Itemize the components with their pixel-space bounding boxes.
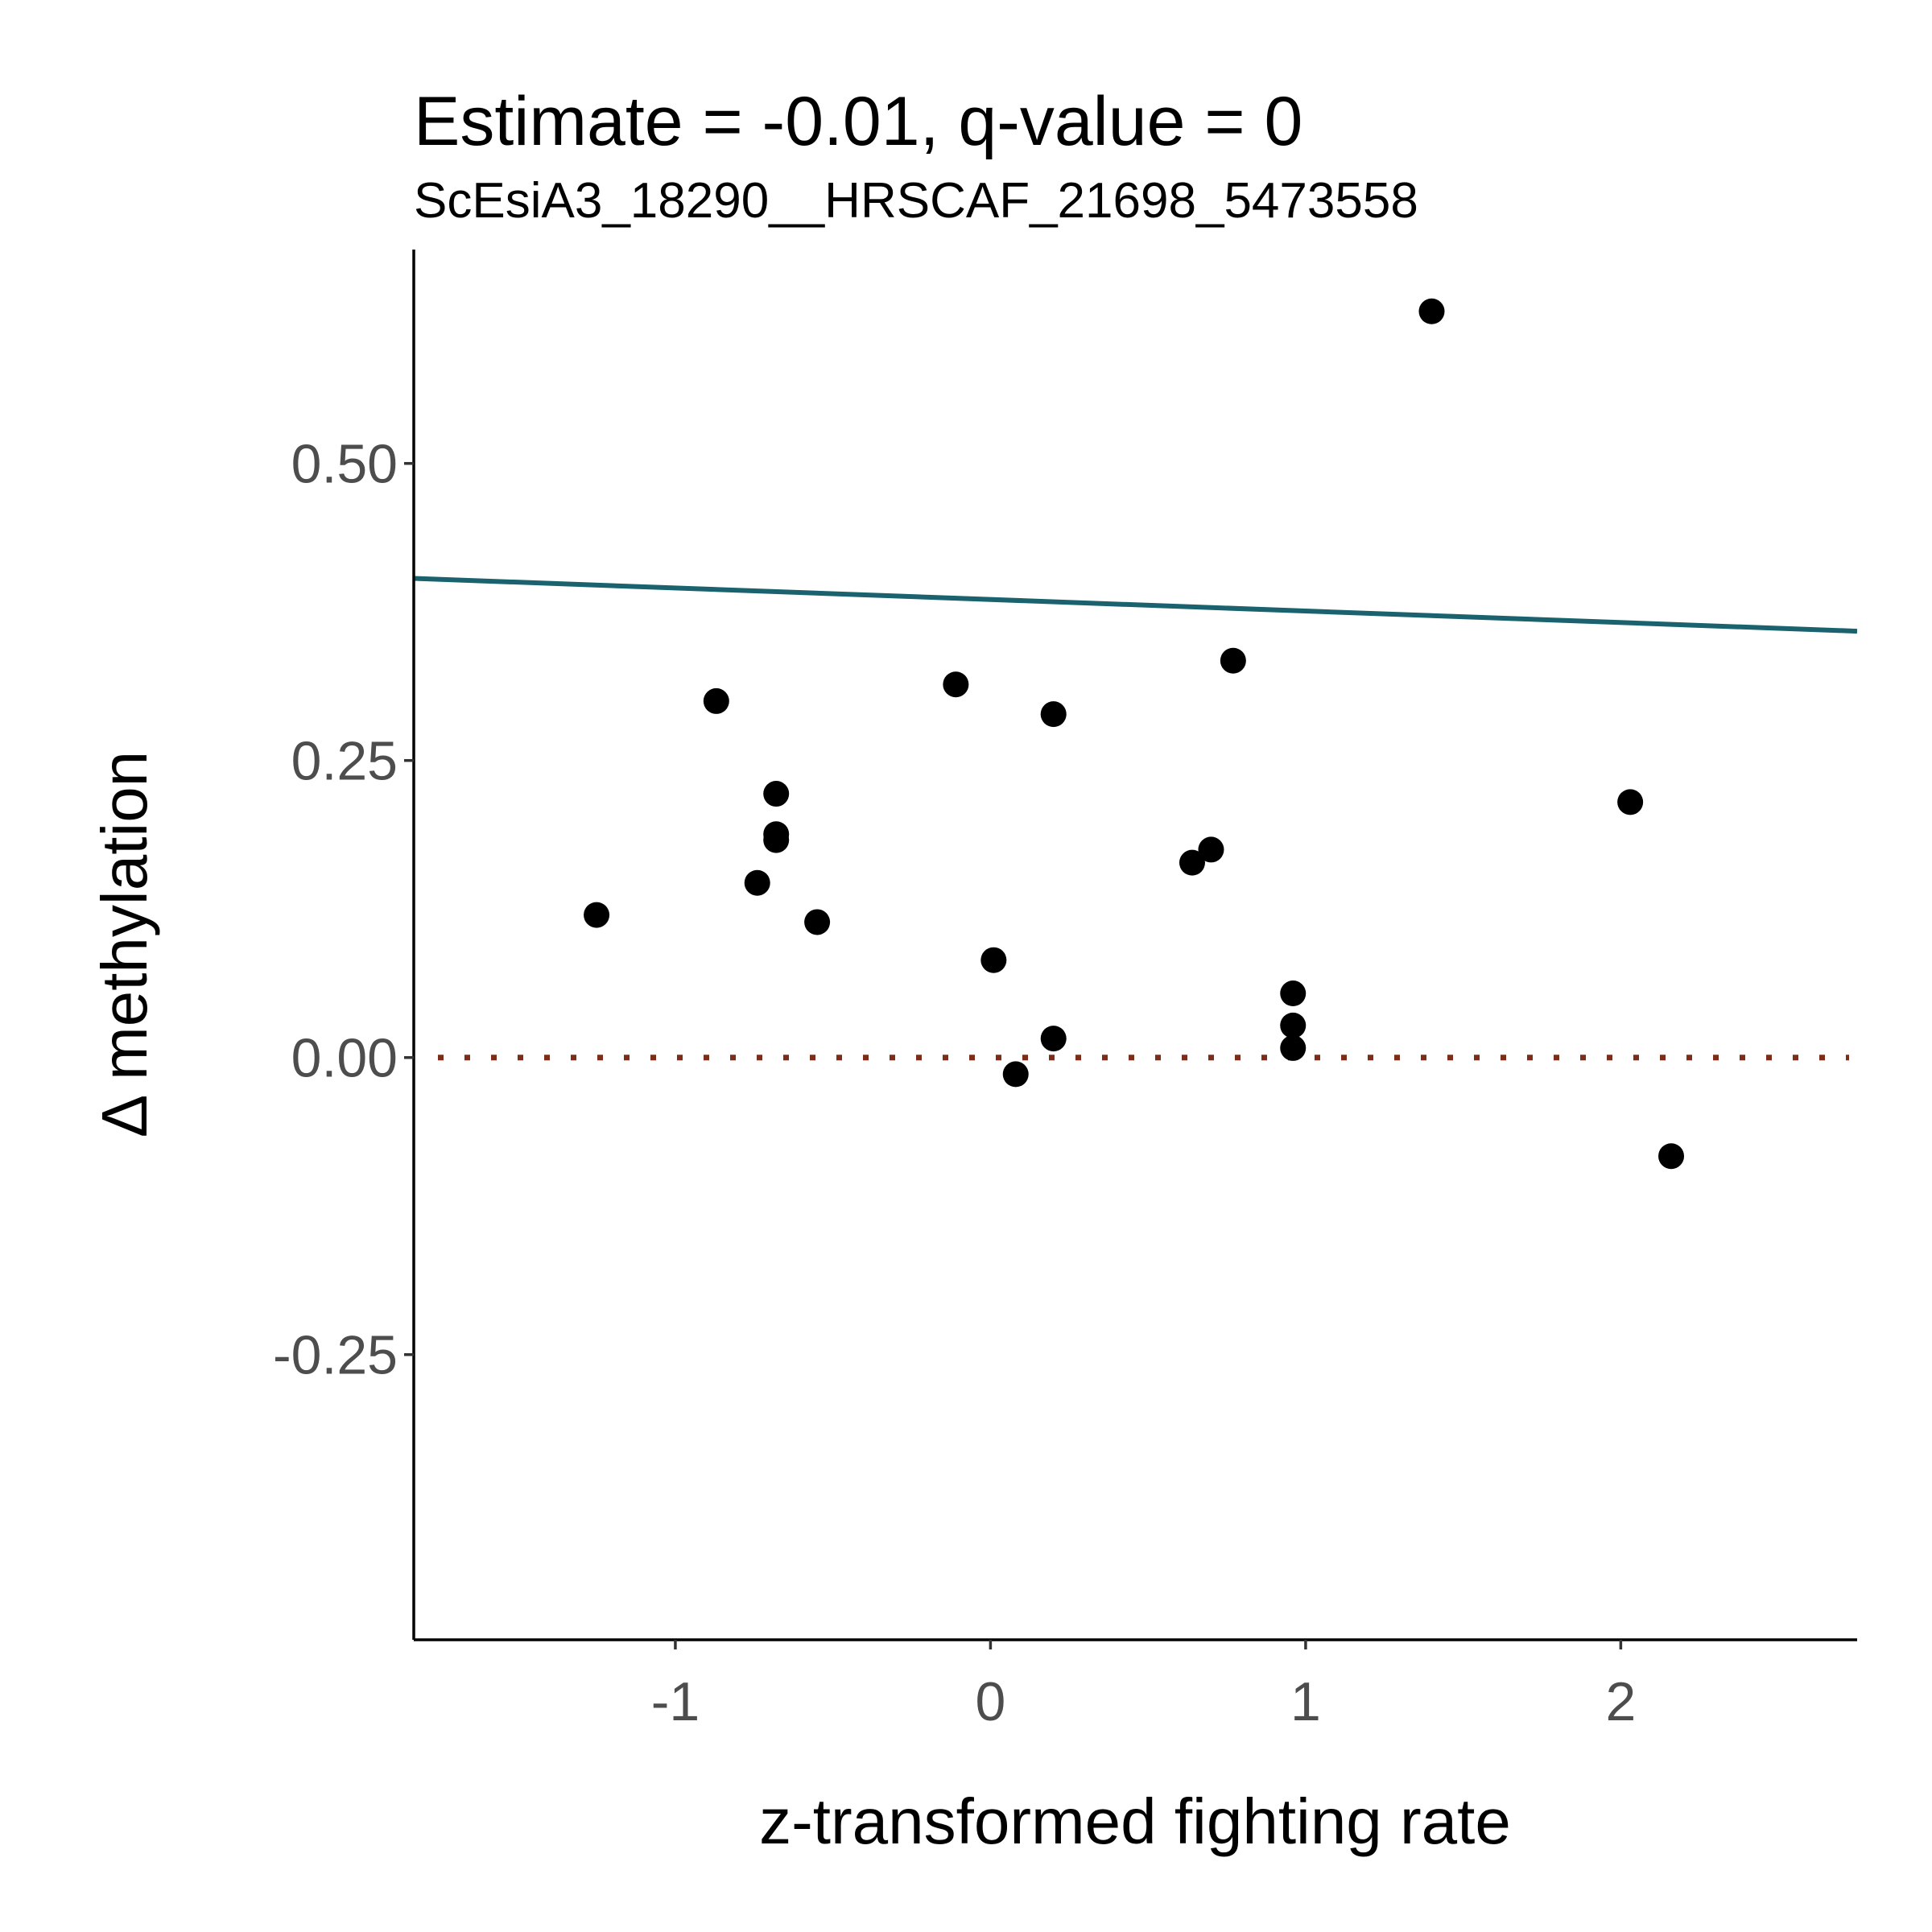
- data-point: [1658, 1143, 1685, 1170]
- x-axis-label: z-transformed fighting rate: [759, 1785, 1511, 1857]
- x-tick-label: 1: [1290, 1671, 1321, 1732]
- y-tick-label: -0.25: [273, 1325, 398, 1386]
- data-point: [1617, 789, 1644, 815]
- data-point: [943, 671, 969, 698]
- data-point: [703, 687, 729, 714]
- plot-area: [413, 298, 1858, 1170]
- data-point: [1280, 980, 1307, 1007]
- data-point: [1418, 298, 1445, 324]
- chart-subtitle: ScEsiA3_18290__HRSCAF_21698_5473558: [414, 173, 1418, 229]
- data-point: [584, 902, 610, 928]
- data-point: [1220, 647, 1246, 674]
- data-point: [1002, 1061, 1029, 1088]
- data-point: [804, 909, 831, 935]
- data-point: [763, 827, 790, 853]
- y-axis-label: Δ methylation: [89, 751, 160, 1137]
- data-point: [1198, 836, 1224, 863]
- data-point: [744, 869, 770, 896]
- y-tick-label: 0.00: [291, 1028, 398, 1089]
- data-point: [1040, 701, 1067, 728]
- data-point: [1280, 1012, 1307, 1038]
- data-point: [980, 947, 1007, 973]
- x-tick-label: 0: [976, 1671, 1006, 1732]
- y-tick-label: 0.50: [291, 434, 398, 495]
- x-tick-label: 2: [1605, 1671, 1636, 1732]
- chart-title: Estimate = -0.01, q-value = 0: [414, 83, 1302, 160]
- data-point: [763, 781, 790, 807]
- axes: -0.25 0.00 0.25 0.50 -1 0 1 2: [273, 250, 1857, 1732]
- y-tick-label: 0.25: [291, 731, 398, 792]
- data-point: [1179, 849, 1205, 876]
- regression-line: [413, 576, 1858, 634]
- x-tick-label: -1: [651, 1671, 700, 1732]
- data-point: [1040, 1026, 1067, 1052]
- data-point: [1280, 1034, 1307, 1061]
